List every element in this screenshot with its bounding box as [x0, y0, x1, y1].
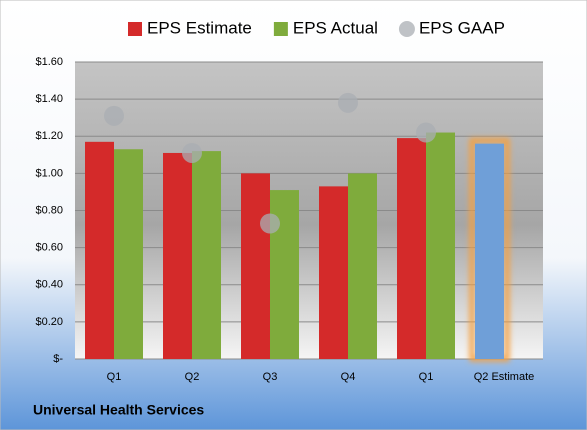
x-tick-label: Q3 — [263, 371, 278, 383]
gaap-dot — [182, 142, 202, 163]
gaap-dot — [416, 122, 436, 143]
y-tick-label: $1.20 — [35, 130, 63, 142]
bar — [163, 152, 192, 359]
gaap-dot — [338, 92, 358, 113]
bar — [475, 143, 504, 359]
bar — [426, 132, 455, 359]
x-tick-label: Q2 Estimate — [474, 371, 535, 383]
gaap-dot — [260, 213, 280, 234]
chart-title: Universal Health Services — [33, 402, 204, 418]
y-tick-label: $- — [53, 353, 63, 365]
bar — [192, 151, 221, 359]
bar — [319, 186, 348, 359]
x-tick-label: Q4 — [341, 371, 356, 383]
bar — [85, 141, 114, 359]
bar — [241, 173, 270, 359]
legend-swatch — [273, 22, 288, 36]
gaap-dot — [104, 105, 124, 126]
y-tick-label: $1.40 — [35, 93, 63, 105]
y-tick-label: $0.60 — [35, 242, 63, 254]
y-tick-label: $0.80 — [35, 204, 63, 216]
legend-label: EPS GAAP — [419, 18, 505, 37]
x-tick-label: Q1 — [107, 371, 122, 383]
bar — [348, 173, 377, 359]
bar — [397, 138, 426, 359]
legend-swatch — [128, 22, 142, 36]
y-tick-label: $1.60 — [35, 56, 63, 68]
legend-label: EPS Actual — [293, 18, 378, 37]
x-tick-label: Q1 — [419, 371, 434, 383]
bar — [114, 149, 143, 359]
y-tick-label: $1.00 — [35, 167, 63, 179]
y-tick-label: $0.40 — [35, 279, 63, 291]
legend-swatch — [398, 21, 415, 37]
x-tick-label: Q2 — [185, 371, 200, 383]
y-tick-label: $0.20 — [35, 316, 63, 328]
legend-label: EPS Estimate — [147, 18, 252, 37]
